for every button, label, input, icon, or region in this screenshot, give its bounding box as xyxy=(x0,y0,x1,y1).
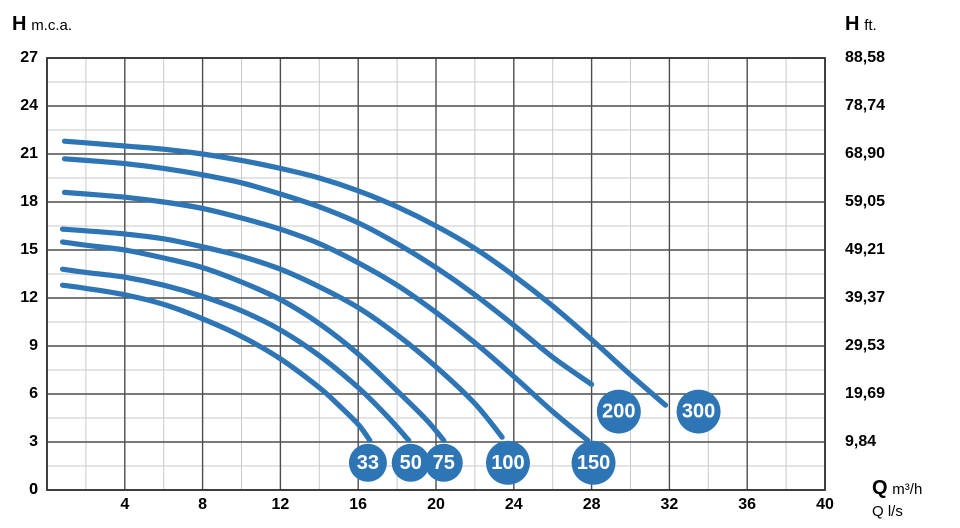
y-axis-tick-right: 29,53 xyxy=(845,336,886,354)
right-axis-unit: ft. xyxy=(864,17,877,34)
curve-150[interactable] xyxy=(61,189,591,443)
badge-150[interactable]: 150 xyxy=(571,440,616,485)
badge-circle xyxy=(596,389,641,434)
badges-layer: 33 50 75 100 150 200 300 xyxy=(348,389,721,485)
left-axis-symbol: H xyxy=(12,13,27,35)
x-axis-title: Q m³/h xyxy=(872,478,922,498)
badge-100[interactable]: 100 xyxy=(485,440,530,485)
curve-200[interactable] xyxy=(61,156,595,387)
badge-200[interactable]: 200 xyxy=(596,389,641,434)
badge-label: 150 xyxy=(577,452,610,474)
x-axis-unit: m³/h xyxy=(892,481,923,498)
x-axis-tick: 32 xyxy=(660,496,679,513)
x-axis-title-secondary: Q l/s xyxy=(872,502,903,519)
y-axis-tick-left-zero: 0 xyxy=(29,481,38,498)
badge-circle xyxy=(485,440,530,485)
y-axis-tick-left: 21 xyxy=(20,145,38,162)
y-axis-tick-left: 0 xyxy=(29,481,38,498)
x-axis-tick: 20 xyxy=(427,496,445,513)
x-axis-symbol: Q xyxy=(872,477,888,499)
badge-label: 300 xyxy=(682,401,715,423)
curve-100[interactable] xyxy=(59,226,505,440)
right-axis-symbol: H xyxy=(845,13,860,35)
badge-circle xyxy=(391,443,430,482)
y-axis-tick-right: 9,84 xyxy=(845,433,877,450)
badge-75[interactable]: 75 xyxy=(424,443,463,482)
y-axis-tick-right: 59,05 xyxy=(845,193,886,211)
left-axis-unit: m.c.a. xyxy=(31,17,73,34)
x-axis-tick: 8 xyxy=(198,496,208,513)
y-axis-tick-right: 68,90 xyxy=(845,144,886,162)
x-axis-tick: 40 xyxy=(816,496,834,513)
curve-300[interactable] xyxy=(61,138,669,408)
y-axis-tick-right: 78,74 xyxy=(845,97,886,114)
x-axis-tick: 12 xyxy=(271,496,290,513)
y-axis-tick-left: 27 xyxy=(20,49,38,66)
y-axis-tick-left: 6 xyxy=(29,385,38,402)
y-axis-tick-left: 18 xyxy=(20,193,38,210)
curve-75[interactable] xyxy=(59,239,447,443)
right-axis-title: H ft. xyxy=(845,14,877,34)
badge-circle xyxy=(571,440,616,485)
badge-circle xyxy=(424,443,463,482)
y-axis-tick-right: 88,58 xyxy=(845,49,886,66)
x-axis-tick: 4 xyxy=(120,496,130,513)
badge-label: 50 xyxy=(400,452,422,474)
badge-circle xyxy=(676,389,721,434)
x-axis-tick: 16 xyxy=(349,496,368,513)
x-axis-unit-secondary: Q l/s xyxy=(872,503,903,520)
curve-50[interactable] xyxy=(59,266,412,443)
badge-circle xyxy=(348,443,387,482)
curve-33[interactable] xyxy=(59,282,373,443)
y-axis-tick-right: 19,69 xyxy=(845,384,886,402)
badge-33[interactable]: 33 xyxy=(348,443,387,482)
badge-300[interactable]: 300 xyxy=(676,389,721,434)
x-axis-tick: 28 xyxy=(582,496,601,513)
badge-50[interactable]: 50 xyxy=(391,443,430,482)
x-axis-tick: 24 xyxy=(504,496,523,513)
y-axis-tick-left: 9 xyxy=(29,337,38,354)
left-axis-title: H m.c.a. xyxy=(12,14,72,34)
plot-frame xyxy=(46,57,826,491)
y-axis-tick-right: 49,21 xyxy=(845,241,886,258)
y-axis-tick-left: 3 xyxy=(29,433,38,450)
y-axis-tick-right: 39,37 xyxy=(845,289,886,306)
y-axis-tick-left: 12 xyxy=(20,289,38,306)
badge-label: 100 xyxy=(491,452,524,474)
curves-layer xyxy=(59,138,669,443)
badge-label: 75 xyxy=(433,452,455,474)
badge-label: 33 xyxy=(357,452,379,474)
x-axis-tick: 36 xyxy=(738,496,757,513)
y-axis-tick-left: 15 xyxy=(20,241,38,258)
y-axis-tick-left: 24 xyxy=(20,97,38,114)
badge-label: 200 xyxy=(602,401,635,423)
